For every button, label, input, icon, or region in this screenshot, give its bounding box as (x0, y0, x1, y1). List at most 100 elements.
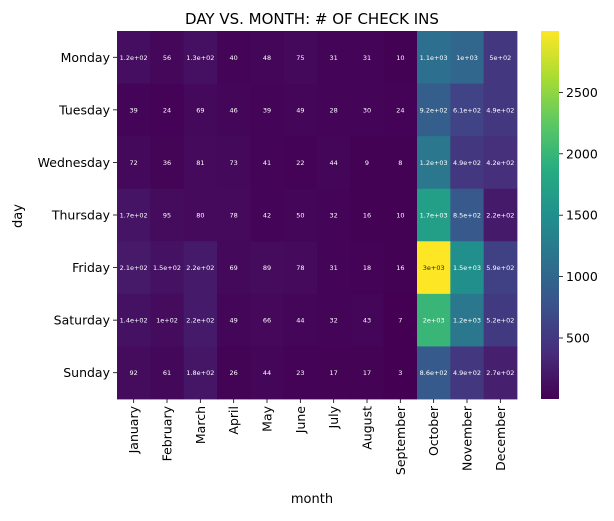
cell-value-label: 3e+03 (423, 264, 445, 272)
cell-value-label: 1.4e+02 (120, 317, 148, 325)
cell-value-label: 1e+03 (456, 54, 478, 62)
cell-value-label: 61 (163, 369, 171, 377)
cell-value-label: 92 (130, 369, 138, 377)
x-tick-label: March (193, 406, 208, 444)
heatmap-cell-saturday-july (317, 293, 351, 347)
heatmap-cell-tuesday-july (317, 83, 351, 137)
cell-value-label: 1.2e+02 (120, 54, 148, 62)
cell-value-label: 40 (230, 54, 238, 62)
cell-value-label: 32 (330, 212, 338, 220)
heatmap-cell-sunday-february (150, 346, 185, 400)
heatmap-cell-sunday-november (450, 346, 485, 400)
cell-value-label: 5.9e+02 (486, 264, 514, 272)
heatmap-cell-saturday-may (250, 293, 285, 347)
heatmap-cell-thursday-september (383, 188, 418, 242)
cell-value-label: 41 (263, 159, 271, 167)
cell-value-label: 32 (330, 317, 338, 325)
heatmap-cell-friday-october (417, 241, 451, 295)
heatmap-cell-tuesday-december (483, 83, 518, 137)
heatmap-cell-tuesday-october (417, 83, 451, 137)
cell-value-label: 2.1e+02 (120, 264, 148, 272)
cell-value-label: 1.3e+02 (186, 54, 214, 62)
heatmap-cell-tuesday-august (350, 83, 385, 137)
x-tick-label: August (360, 406, 375, 450)
heatmap-cell-friday-august (350, 241, 385, 295)
heatmap-cell-monday-march (183, 31, 218, 84)
heatmap-cell-saturday-january (117, 293, 151, 347)
colorbar-tick-label: 2500 (566, 85, 598, 100)
cell-value-label: 9.2e+02 (420, 106, 448, 114)
cell-value-label: 5.2e+02 (486, 317, 514, 325)
heatmap-cell-wednesday-december (483, 136, 518, 190)
cell-value-label: 2.2e+02 (186, 264, 214, 272)
heatmap-cell-tuesday-march (183, 83, 218, 137)
colorbar (541, 31, 559, 399)
cell-value-label: 1.1e+03 (420, 54, 448, 62)
cell-value-label: 23 (296, 369, 304, 377)
heatmap-cell-sunday-march (183, 346, 218, 400)
heatmap-cell-wednesday-june (283, 136, 318, 190)
cell-value-label: 80 (196, 212, 204, 220)
heatmap-cell-monday-september (383, 31, 418, 84)
heatmap-cell-monday-november (450, 31, 485, 84)
heatmap-cell-tuesday-november (450, 83, 485, 137)
heatmap-cell-thursday-february (150, 188, 185, 242)
cell-value-label: 66 (263, 317, 271, 325)
cell-value-label: 39 (130, 106, 138, 114)
heatmap-cell-friday-december (483, 241, 518, 295)
heatmap-cell-monday-august (350, 31, 385, 84)
heatmap-cell-sunday-october (417, 346, 451, 400)
cell-value-label: 30 (363, 106, 371, 114)
heatmap-cell-monday-january (117, 31, 151, 84)
heatmap-cell-saturday-june (283, 293, 318, 347)
heatmap-cell-wednesday-april (217, 136, 251, 190)
heatmap-cell-friday-june (283, 241, 318, 295)
heatmap-cell-saturday-august (350, 293, 385, 347)
heatmap-cell-wednesday-january (117, 136, 151, 190)
cell-value-label: 69 (230, 264, 238, 272)
heatmap-cell-tuesday-may (250, 83, 285, 137)
heatmap-cell-monday-may (250, 31, 285, 84)
heatmap-cell-wednesday-october (417, 136, 451, 190)
chart-title: DAY VS. MONTH: # OF CHECK INS (185, 10, 439, 28)
heatmap-cell-monday-february (150, 31, 185, 84)
heatmap-cell-thursday-november (450, 188, 485, 242)
heatmap-cell-tuesday-january (117, 83, 151, 137)
heatmap-cell-wednesday-november (450, 136, 485, 190)
heatmap-cell-tuesday-june (283, 83, 318, 137)
cell-value-label: 95 (163, 212, 171, 220)
heatmap-cell-sunday-september (383, 346, 418, 400)
heatmap-cell-sunday-january (117, 346, 151, 400)
y-tick-label: Saturday (54, 313, 111, 328)
heatmap-cell-friday-september (383, 241, 418, 295)
x-axis-ticks: January February March April May June July Augu… (126, 399, 508, 475)
heatmap-cell-friday-january (117, 241, 151, 295)
cell-value-label: 24 (163, 106, 171, 114)
x-tick-label: April (226, 406, 241, 435)
cell-value-label: 72 (130, 159, 138, 167)
colorbar-tick-label: 2000 (566, 146, 598, 161)
heatmap-cell-sunday-august (350, 346, 385, 400)
heatmap-cell-wednesday-may (250, 136, 285, 190)
cell-value-label: 89 (263, 264, 271, 272)
heatmap-cell-thursday-june (283, 188, 318, 242)
cell-value-label: 36 (163, 159, 171, 167)
cell-value-label: 26 (230, 369, 238, 377)
x-axis-label: month (291, 492, 333, 507)
cell-value-label: 2e+03 (423, 317, 445, 325)
y-tick-label: Wednesday (38, 155, 111, 170)
cell-value-label: 4.9e+02 (453, 159, 481, 167)
cell-value-label: 8.5e+02 (453, 212, 481, 220)
x-tick-label: June (293, 406, 308, 435)
cell-value-label: 1.7e+02 (120, 212, 148, 220)
cell-value-label: 44 (330, 159, 338, 167)
y-tick-label: Tuesday (58, 102, 110, 117)
cell-value-label: 28 (330, 106, 338, 114)
x-tick-label: October (426, 405, 441, 456)
heatmap-cell-friday-november (450, 241, 485, 295)
cell-value-label: 4.2e+02 (486, 159, 514, 167)
heatmap-cell-wednesday-july (317, 136, 351, 190)
heatmap-cell-friday-april (217, 241, 251, 295)
heatmap-cell-monday-october (417, 31, 451, 84)
